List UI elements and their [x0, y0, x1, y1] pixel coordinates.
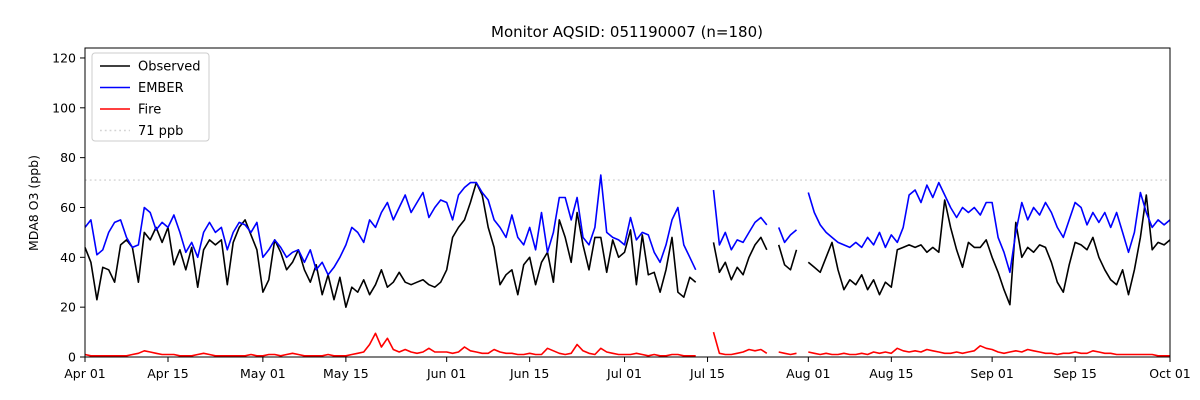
legend-label-71-ppb: 71 ppb: [138, 124, 183, 139]
y-tick-label: 40: [60, 250, 76, 265]
x-tick-label: Aug 01: [786, 366, 830, 381]
legend-label-observed: Observed: [138, 60, 201, 75]
legend-box: [91, 52, 210, 142]
x-tick-label: Apr 15: [147, 366, 189, 381]
chart-title: Monitor AQSID: 051190007 (n=180): [491, 23, 763, 41]
x-tick-label: Jun 15: [509, 366, 549, 381]
x-tick-label: Sep 01: [970, 366, 1013, 381]
x-tick-label: Sep 15: [1053, 366, 1096, 381]
observed-line: [84, 181, 1171, 308]
y-tick-label: 120: [52, 50, 76, 65]
axes-and-ticks: 0 20 40 60 80 100 120 Apr 01 Apr 15 May 01 May 15 J…: [52, 47, 1191, 381]
y-tick-label: 80: [60, 150, 76, 165]
fire-line: [84, 331, 1170, 357]
y-tick-label: 60: [60, 200, 76, 215]
legend-label-ember: EMBER: [138, 81, 184, 96]
x-tick-label: Jul 15: [689, 366, 725, 381]
legend: Observed EMBER Fire 71 ppb: [91, 52, 210, 142]
x-tick-label: Oct 01: [1149, 366, 1191, 381]
x-tick-label: Aug 15: [869, 366, 913, 381]
x-tick-label: Apr 01: [64, 366, 106, 381]
ember-line: [84, 174, 1171, 276]
y-tick-label: 100: [52, 100, 76, 115]
plot-border: [84, 47, 1171, 358]
y-tick-label: 0: [68, 350, 76, 365]
x-tick-label: May 15: [323, 366, 369, 381]
data-series-lines: [84, 174, 1171, 357]
x-tick-label: May 01: [240, 366, 286, 381]
x-tick-label: Jun 01: [426, 366, 466, 381]
legend-label-fire: Fire: [138, 103, 161, 118]
x-tick-label: Jul 01: [606, 366, 642, 381]
y-axis-label: MDA8 O3 (ppb): [26, 155, 41, 251]
y-tick-label: 20: [60, 300, 76, 315]
